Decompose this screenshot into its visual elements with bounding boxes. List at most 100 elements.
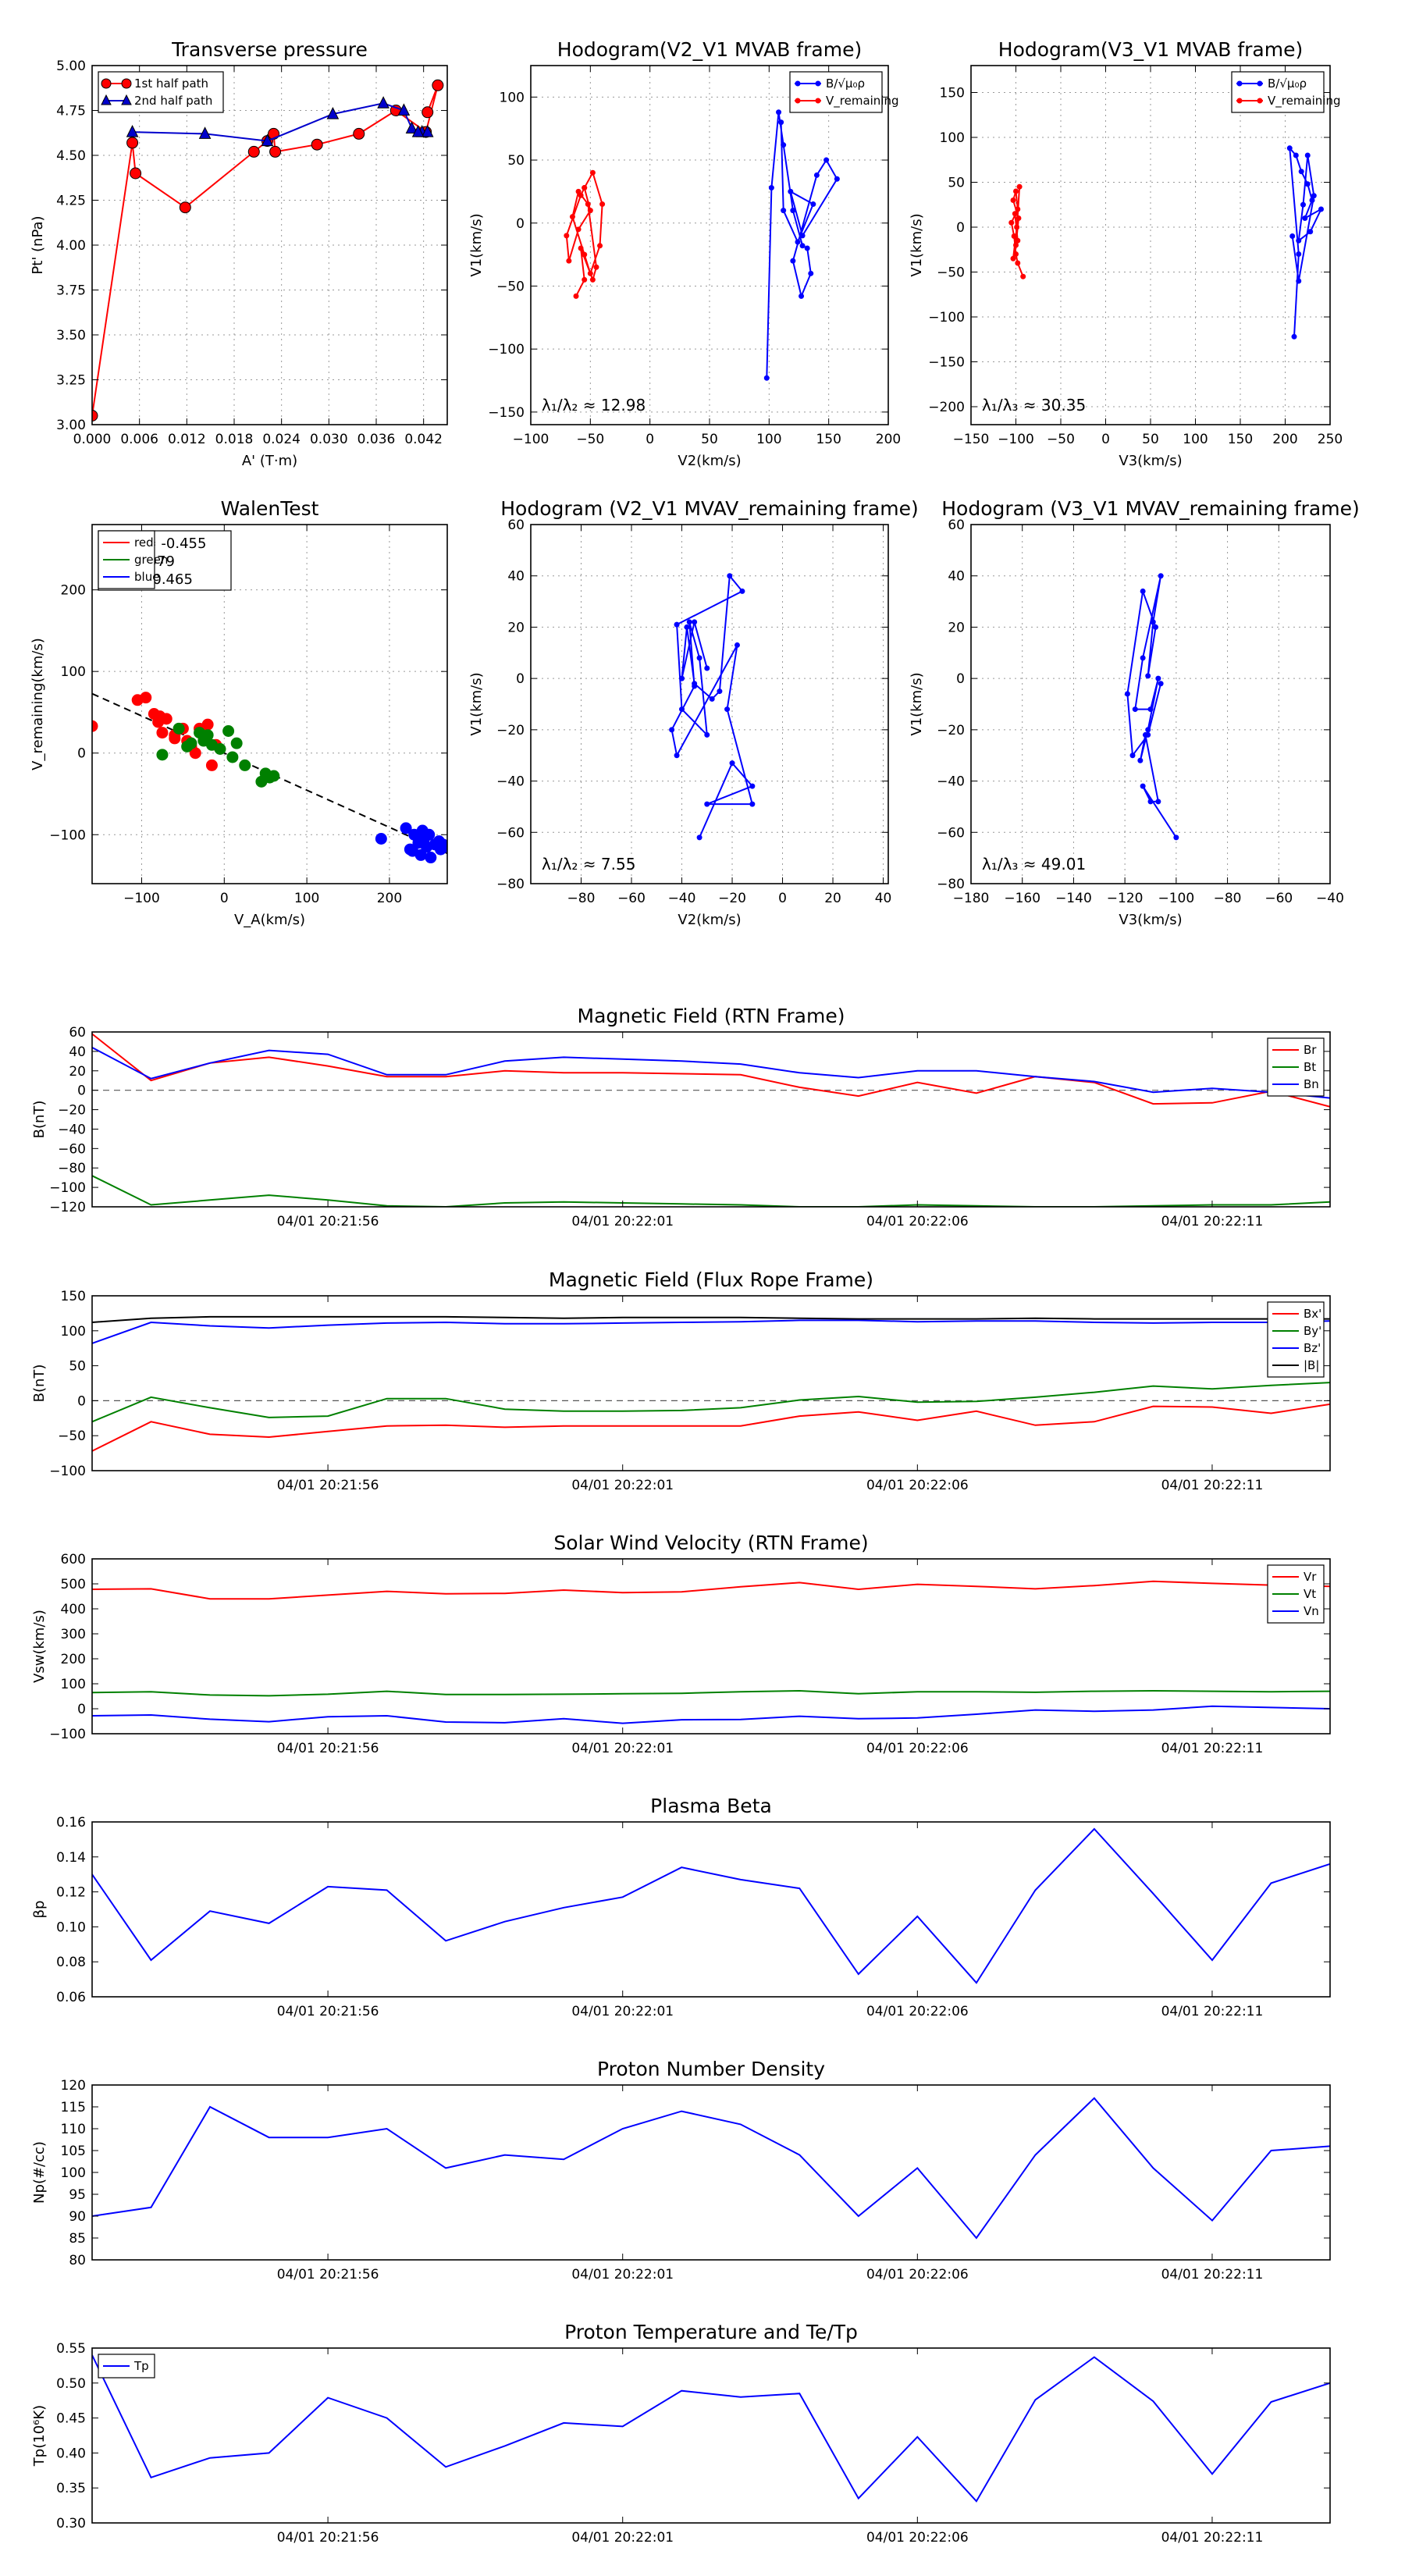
data-point: [813, 172, 820, 178]
data-point: [692, 619, 698, 625]
legend-marker: [815, 98, 821, 104]
data-point: [1140, 655, 1146, 661]
legend-label: B/√μ₀ρ: [826, 76, 865, 91]
y-tick-label: 85: [69, 2231, 86, 2247]
data-point: [799, 293, 805, 299]
series-V_remaining: [564, 169, 606, 299]
data-point: [669, 727, 675, 733]
x-tick-label: 04/01 20:22:01: [571, 2267, 674, 2282]
data-point: [1010, 255, 1016, 262]
y-tick-label: 3.25: [56, 373, 86, 389]
chart-plasma_beta: Plasma Beta 04/01 20:21:56 04/01 20:22:01 0…: [31, 1795, 1331, 2019]
x-tick-label: 50: [701, 432, 718, 447]
y-axis-label: Tp(10⁶K): [31, 2405, 48, 2467]
series-Bt: [92, 1175, 1330, 1207]
x-tick-label: 04/01 20:22:06: [866, 2004, 969, 2019]
x-tick-label: −180: [953, 891, 990, 906]
y-tick-label: −100: [49, 827, 86, 843]
data-point: [1153, 624, 1159, 630]
y-tick-label: −20: [58, 1103, 86, 1119]
data-point: [92, 410, 98, 422]
y-tick-label: 0.14: [56, 1850, 86, 1866]
data-point: [696, 655, 702, 661]
data-point: [692, 681, 698, 687]
data-point: [1296, 237, 1302, 244]
y-axis-label: V1(km/s): [468, 213, 485, 276]
data-point: [587, 270, 593, 276]
x-tick-label: 0.012: [168, 432, 206, 447]
grid: [970, 524, 1331, 884]
data-point: [269, 145, 282, 158]
data-point: [569, 214, 575, 220]
chart-hodogram_v3v1: Hodogram(V3_V1 MVAB frame) −150 −100 −50 0 50…: [909, 38, 1343, 469]
y-tick-label: 400: [61, 1602, 86, 1617]
data-point: [808, 270, 814, 276]
chart-title: Transverse pressure: [171, 38, 368, 61]
y-tick-label: −60: [496, 825, 525, 841]
data-point: [156, 727, 169, 739]
x-tick-label: 04/01 20:21:56: [277, 2530, 379, 2546]
x-tick-label: 04/01 20:22:01: [571, 2004, 674, 2019]
data-point: [1307, 229, 1314, 235]
data-point: [181, 740, 194, 753]
legend-label: V_remaining: [1268, 94, 1341, 109]
series-line: [670, 574, 754, 838]
series-line: [92, 1827, 1330, 1984]
x-axis-label: V2(km/s): [678, 912, 741, 928]
data-point: [684, 624, 690, 630]
chart-mag_rtn: Magnetic Field (RTN Frame) 04/01 20:21:56…: [31, 1005, 1331, 1229]
legend: red green blue: [98, 530, 168, 589]
y-tick-label: −100: [928, 310, 965, 326]
data-point: [578, 245, 584, 251]
series-Br: [92, 1033, 1330, 1108]
data-point: [790, 258, 796, 264]
data-point: [788, 188, 794, 194]
series-Vn: [92, 1705, 1330, 1724]
x-tick-label: −80: [1214, 891, 1242, 906]
legend-marker: [795, 80, 801, 87]
data-point: [1309, 197, 1315, 203]
plot-frame: [91, 1558, 1331, 1735]
legend-marker: [1236, 98, 1243, 104]
y-tick-label: 0: [77, 1083, 86, 1099]
legend-marker: [815, 80, 821, 87]
y-tick-label: −100: [49, 1464, 86, 1479]
legend-label: V_remaining: [826, 94, 899, 109]
x-tick-label: 04/01 20:21:56: [277, 1741, 379, 1756]
data-point: [1124, 691, 1130, 697]
y-tick-label: 3.75: [56, 283, 86, 299]
chart-title: WalenTest: [221, 497, 319, 520]
chart-title: Hodogram (V2_V1 MVAV_remaining frame): [500, 497, 919, 520]
x-tick-label: 04/01 20:22:11: [1161, 2530, 1264, 2546]
data-point: [564, 233, 570, 239]
y-tick-label: −120: [49, 1200, 86, 1215]
data-point: [1016, 183, 1023, 190]
y-tick-label: −60: [58, 1141, 86, 1157]
x-tick-label: −60: [1264, 891, 1293, 906]
x-tick-label: −150: [953, 432, 990, 447]
x-tick-label: 0.042: [404, 432, 443, 447]
data-point: [1150, 619, 1156, 625]
legend-label: Bz': [1304, 1341, 1321, 1355]
x-tick-label: −50: [576, 432, 604, 447]
y-tick-label: 105: [61, 2144, 86, 2159]
series-Np: [92, 2097, 1330, 2240]
x-tick-label: −60: [617, 891, 646, 906]
x-tick-label: 04/01 20:22:11: [1161, 1478, 1264, 1493]
y-tick-label: 20: [948, 620, 965, 635]
data-point: [729, 760, 735, 767]
series-line: [92, 1319, 1330, 1344]
x-tick-label: 04/01 20:22:11: [1161, 1214, 1264, 1229]
y-tick-label: −80: [496, 877, 525, 892]
data-point: [1286, 145, 1293, 151]
data-point: [405, 121, 418, 133]
y-tick-label: −40: [496, 774, 525, 790]
data-point: [173, 722, 185, 735]
data-point: [810, 201, 816, 208]
series-V: [1124, 573, 1179, 841]
plot-frame: [91, 1031, 1331, 1208]
y-tick-label: 150: [61, 1289, 86, 1304]
x-axis-label: V3(km/s): [1119, 453, 1182, 469]
data-point: [1014, 224, 1020, 230]
chart-transverse_pressure: Transverse pressure 0.000 0.006 0.012 0.018 0…: [30, 38, 448, 469]
